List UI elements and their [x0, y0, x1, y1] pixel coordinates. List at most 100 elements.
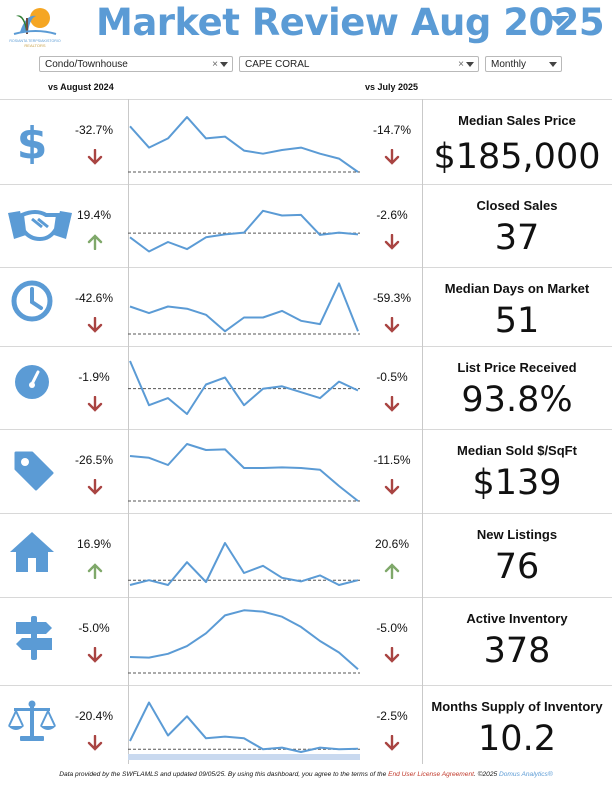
- trend-sparkline[interactable]: [128, 689, 360, 760]
- footer-text: Data provided by the SWFLAMLS and update…: [59, 771, 389, 778]
- clock-icon: [11, 280, 53, 322]
- mom-change: -5.0%: [376, 621, 408, 635]
- column-divider: [422, 99, 423, 764]
- mom-change: -2.6%: [376, 208, 408, 222]
- trend-sparkline[interactable]: [128, 517, 360, 593]
- title-dropdown-icon[interactable]: [548, 14, 570, 28]
- period-filter[interactable]: Monthly: [485, 56, 562, 72]
- eula-link[interactable]: End User License Agreement: [388, 771, 474, 778]
- city-filter[interactable]: CAPE CORAL ×: [239, 56, 479, 72]
- scale-icon: [8, 700, 56, 741]
- trend-line: [129, 443, 359, 502]
- city-value: CAPE CORAL: [245, 59, 310, 70]
- arrow-up-icon: [87, 563, 103, 579]
- signpost-icon: [16, 616, 52, 660]
- metric-value: 51: [494, 301, 540, 341]
- yoy-change: -5.0%: [78, 621, 110, 635]
- yoy-change: -26.5%: [74, 453, 114, 467]
- trend-sparkline[interactable]: [128, 188, 360, 263]
- mom-change: -14.7%: [372, 123, 412, 137]
- trend-line: [129, 282, 359, 333]
- arrow-up-icon: [87, 234, 103, 250]
- column-divider: [128, 99, 129, 764]
- property-type-value: Condo/Townhouse: [45, 59, 128, 70]
- yoy-change: -1.9%: [78, 370, 110, 384]
- mom-change: -2.5%: [376, 709, 408, 723]
- metric-label: Median Sold $/SqFt: [457, 443, 577, 458]
- arrow-down-icon: [384, 396, 400, 412]
- arrow-down-icon: [384, 647, 400, 663]
- chevron-down-icon[interactable]: [466, 62, 474, 67]
- mom-column-header: vs July 2025: [365, 82, 419, 92]
- metric-label: Active Inventory: [466, 611, 568, 626]
- clear-icon[interactable]: ×: [458, 59, 464, 70]
- arrow-down-icon: [384, 234, 400, 250]
- divider: [0, 685, 612, 686]
- divider: [0, 346, 612, 347]
- property-type-filter[interactable]: Condo/Townhouse ×: [39, 56, 233, 72]
- divider: [0, 597, 612, 598]
- metric-value: $185,000: [433, 137, 601, 177]
- arrow-up-icon: [384, 563, 400, 579]
- yoy-change: -42.6%: [74, 291, 114, 305]
- trend-line: [129, 609, 359, 670]
- mom-change: -11.5%: [373, 453, 411, 467]
- brand-link[interactable]: Domus Analytics®: [499, 771, 553, 778]
- arrow-down-icon: [384, 479, 400, 495]
- arrow-down-icon: [87, 149, 103, 165]
- trend-line: [129, 542, 359, 586]
- yoy-change: 19.4%: [76, 208, 112, 222]
- metric-label: Median Sales Price: [458, 113, 576, 128]
- mom-change: 20.6%: [374, 537, 410, 551]
- dollar-icon: $: [17, 118, 48, 164]
- trend-sparkline[interactable]: [128, 433, 360, 509]
- arrow-down-icon: [87, 735, 103, 751]
- trend-sparkline[interactable]: [128, 271, 360, 342]
- trend-sparkline[interactable]: [128, 103, 360, 180]
- horizontal-scrollbar[interactable]: [128, 754, 360, 760]
- metric-label: List Price Received: [457, 360, 577, 375]
- metric-label: Closed Sales: [476, 198, 558, 213]
- handshake-icon: [8, 210, 72, 242]
- divider: [0, 429, 612, 430]
- metric-label: Months Supply of Inventory: [431, 699, 603, 714]
- trend-sparkline[interactable]: [128, 350, 360, 425]
- logo-line2: REALTORS: [24, 43, 46, 48]
- metric-value: 10.2: [478, 719, 556, 759]
- trend-sparkline[interactable]: [128, 601, 360, 681]
- divider: [0, 513, 612, 514]
- arrow-down-icon: [87, 647, 103, 663]
- trend-line: [129, 701, 359, 753]
- trend-line: [129, 360, 359, 415]
- footer-disclaimer: Data provided by the SWFLAMLS and update…: [0, 771, 612, 778]
- tag-icon: [14, 451, 54, 491]
- divider: [0, 184, 612, 185]
- metric-label: New Listings: [476, 527, 558, 542]
- yoy-change: -20.4%: [74, 709, 114, 723]
- mom-change: -59.3%: [372, 291, 412, 305]
- yoy-change: 16.9%: [76, 537, 112, 551]
- arrow-down-icon: [384, 149, 400, 165]
- metric-value: 76: [494, 547, 540, 587]
- page-title: Market Review Aug 2025: [96, 1, 605, 44]
- metric-label: Median Days on Market: [444, 281, 590, 296]
- trend-line: [129, 209, 359, 253]
- realtors-logo: ROSIANTA TERPSIAKISTORIO REALTORS: [9, 8, 61, 48]
- mom-change: -0.5%: [376, 370, 408, 384]
- divider: [0, 267, 612, 268]
- metric-value: 37: [494, 218, 540, 258]
- gauge-icon: [15, 365, 49, 399]
- yoy-column-header: vs August 2024: [48, 82, 114, 92]
- yoy-change: -32.7%: [74, 123, 114, 137]
- metric-value: 378: [483, 631, 551, 671]
- chevron-down-icon[interactable]: [549, 62, 557, 67]
- arrow-down-icon: [87, 479, 103, 495]
- period-value: Monthly: [491, 59, 527, 70]
- metric-value: $139: [472, 463, 562, 503]
- chevron-down-icon[interactable]: [220, 62, 228, 67]
- footer-copyright: . ©2025: [473, 771, 499, 778]
- house-icon: [10, 532, 54, 572]
- logo-line1: ROSIANTA TERPSIAKISTORIO: [9, 39, 61, 43]
- clear-icon[interactable]: ×: [212, 59, 218, 70]
- arrow-down-icon: [87, 317, 103, 333]
